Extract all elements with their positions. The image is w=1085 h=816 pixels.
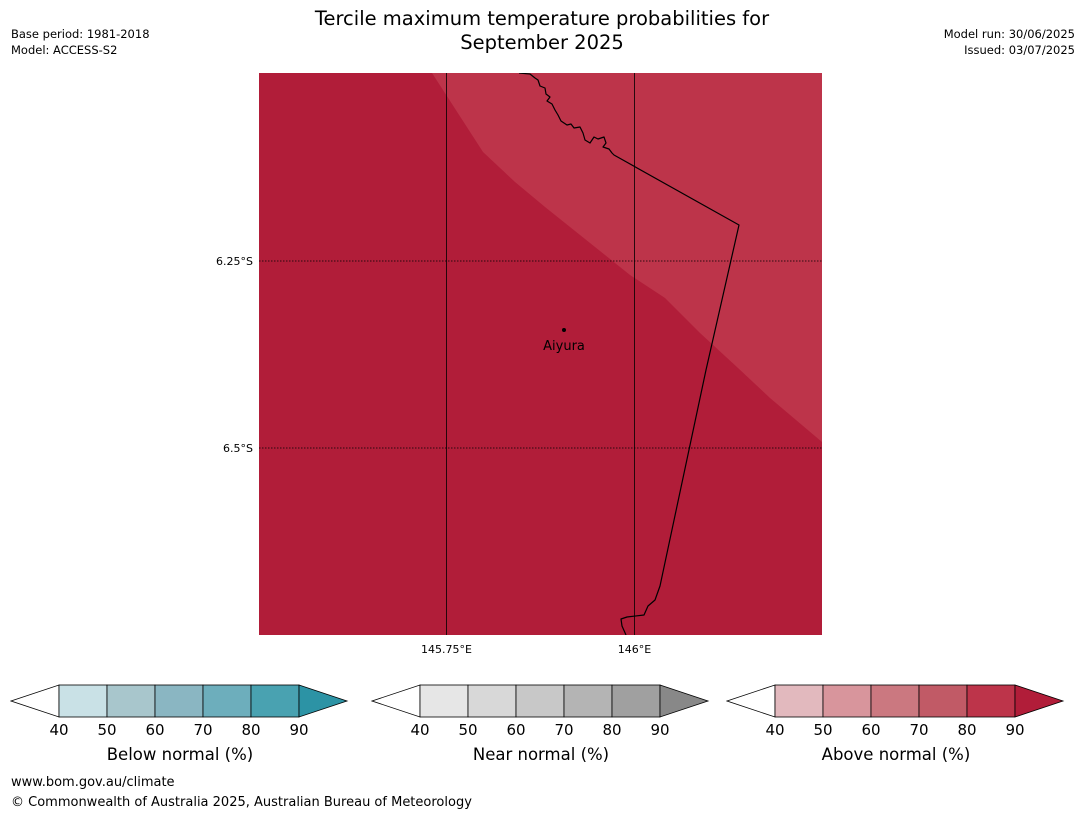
colorbar-above-graphic: 40 50 60 70 80 90 [726,684,1065,739]
colorbar-cell [467,684,517,718]
colorbar-near-normal: 40 50 60 70 80 90 Near normal (%) [371,684,711,769]
colorbar-tick-label: 80 [602,721,621,739]
colorbar-cell [58,684,108,718]
lon-label: 145.75°E [421,643,472,656]
title-line-1: Tercile maximum temperature probabilitie… [314,7,770,30]
colorbar-cell [515,684,565,718]
colorbar-extend-high [659,684,710,718]
colorbar-tick-label: 70 [193,721,212,739]
colorbar-extend-high [1014,684,1065,718]
colorbar-extend-low [371,684,421,718]
colorbar-above-normal: 40 50 60 70 80 90 Above normal (%) [726,684,1066,769]
colorbar-tick-label: 70 [909,721,928,739]
colorbar-tick-label: 50 [458,721,477,739]
colorbar-tick-label: 60 [861,721,880,739]
colorbar-cell [822,684,872,718]
colorbar-tick-label: 90 [289,721,308,739]
colorbar-tick-label: 40 [49,721,68,739]
place-label: Aiyura [543,339,585,354]
colorbar-extend-high [298,684,349,718]
meta-right: Model run: 30/06/2025 Issued: 03/07/2025 [944,26,1075,58]
footer-copyright: © Commonwealth of Australia 2025, Austra… [11,795,472,810]
colorbar-tick-label: 80 [957,721,976,739]
lat-label: 6.25°S [216,255,253,268]
lon-label: 146°E [618,643,651,656]
colorbar-extend-low [726,684,776,718]
colorbar-cell [419,684,469,718]
colorbar-cell [774,684,824,718]
colorbar-tick-label: 80 [241,721,260,739]
colorbar-below-title: Below normal (%) [106,745,254,764]
colorbar-cell [918,684,968,718]
colorbar-tick-label: 90 [1005,721,1024,739]
colorbar-cell [106,684,156,718]
title-line-2: September 2025 [460,31,624,54]
colorbar-cell [563,684,613,718]
colorbar-tick-label: 40 [410,721,429,739]
place-marker [562,328,566,332]
colorbar-cell [611,684,661,718]
colorbar-tick-label: 70 [554,721,573,739]
colorbar-tick-label: 50 [97,721,116,739]
colorbar-cell [966,684,1016,718]
colorbar-cell [250,684,300,718]
colorbar-above-title: Above normal (%) [821,745,971,764]
base-period: Base period: 1981-2018 [11,27,150,41]
fill-above-80-90 [432,73,822,442]
lat-label: 6.5°S [223,442,253,455]
colorbar-cell [154,684,204,718]
colorbar-tick-label: 90 [650,721,669,739]
colorbar-tick-label: 50 [813,721,832,739]
issued-date: Issued: 03/07/2025 [964,43,1075,57]
footer-url: www.bom.gov.au/climate [11,775,175,790]
model-name: Model: ACCESS-S2 [11,43,118,57]
colorbar-tick-label: 60 [145,721,164,739]
meta-left: Base period: 1981-2018 Model: ACCESS-S2 [11,26,150,58]
map-area [259,73,822,635]
colorbar-below-graphic: 40 50 60 70 80 90 [10,684,349,739]
coastline [518,73,740,635]
colorbar-below-normal: 40 50 60 70 80 90 Below normal (%) [10,684,350,769]
colorbar-extend-low [10,684,60,718]
colorbar-tick-label: 40 [765,721,784,739]
colorbar-cell [870,684,920,718]
model-run: Model run: 30/06/2025 [943,27,1075,41]
colorbar-tick-label: 60 [506,721,525,739]
colorbar-near-title: Near normal (%) [472,745,610,764]
map: 6.25°S 6.5°S 145.75°E 146°E Aiyura [216,73,822,656]
colorbar-near-graphic: 40 50 60 70 80 90 [371,684,710,739]
chart-title: Tercile maximum temperature probabilitie… [242,7,842,55]
colorbar-cell [202,684,252,718]
